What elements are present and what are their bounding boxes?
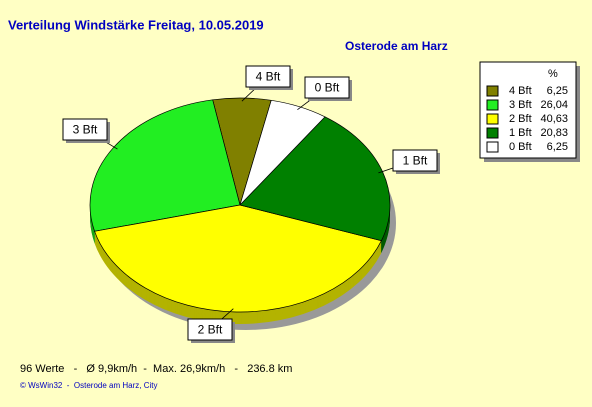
legend-value: 6,25 <box>547 141 568 153</box>
callout <box>392 149 438 172</box>
legend-swatch <box>486 127 499 139</box>
legend-value: 6,25 <box>547 85 568 97</box>
slice <box>239 116 391 242</box>
legend-value: 40,63 <box>540 113 568 125</box>
chart-subtitle: Osterode am Harz <box>345 39 448 53</box>
callout <box>304 76 350 99</box>
slice-label: 4 Bft <box>256 70 281 84</box>
legend-label: 3 Bft <box>509 99 532 111</box>
slice-label: 0 Bft <box>315 81 340 95</box>
callout <box>187 318 233 341</box>
legend-swatch <box>486 141 499 153</box>
legend-swatch <box>486 85 499 97</box>
legend-label: 4 Bft <box>509 85 532 97</box>
credit: © WsWin32 - Osterode am Harz, City <box>20 381 157 390</box>
slice <box>89 99 241 232</box>
slice-label: 1 Bft <box>403 154 428 168</box>
legend-value: 20,83 <box>540 127 568 139</box>
callout <box>245 65 291 88</box>
legend-header: % <box>548 68 558 80</box>
legend-swatch <box>486 99 499 111</box>
footer: 96 Werte - Ø 9,9km/h - Max. 26,9km/h - 2… <box>20 363 292 375</box>
slice <box>94 204 382 313</box>
slice-label: 2 Bft <box>198 323 223 337</box>
legend-value: 26,04 <box>540 99 568 111</box>
slice <box>239 99 326 206</box>
legend-label: 0 Bft <box>509 141 532 153</box>
chart-title: Verteilung Windstärke Freitag, 10.05.201… <box>8 17 264 32</box>
legend-label: 2 Bft <box>509 113 532 125</box>
legend-label: 1 Bft <box>509 127 532 139</box>
legend-swatch <box>486 113 499 125</box>
slice-label: 3 Bft <box>73 123 98 137</box>
callout <box>62 118 108 141</box>
